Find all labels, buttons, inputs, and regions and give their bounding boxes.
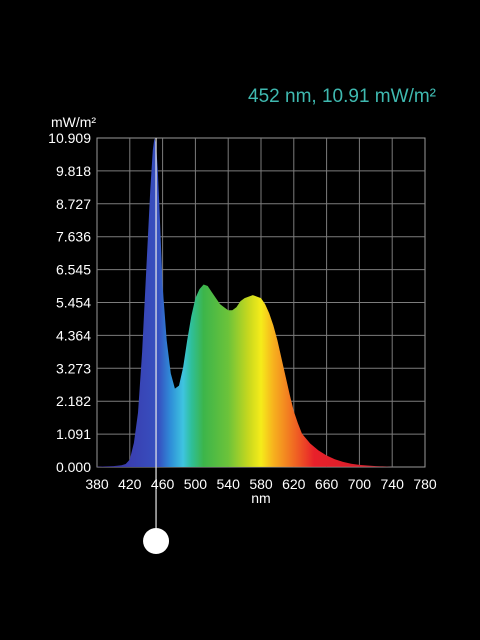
x-tick-label: 740 (381, 476, 405, 492)
x-tick-label: 620 (282, 476, 306, 492)
y-axis-label: mW/m² (51, 114, 96, 130)
cursor-readout: 452 nm, 10.91 mW/m² (248, 86, 436, 107)
x-tick-label: 380 (85, 476, 109, 492)
y-tick-label: 7.636 (56, 229, 91, 245)
x-tick-label: 420 (118, 476, 142, 492)
y-tick-label: 3.273 (56, 360, 91, 376)
y-tick-label: 6.545 (56, 262, 91, 278)
x-tick-label: 660 (315, 476, 339, 492)
x-tick-label: 460 (151, 476, 175, 492)
y-tick-label: 1.091 (56, 426, 91, 442)
x-tick-label: 780 (413, 476, 437, 492)
y-tick-label: 5.454 (56, 295, 91, 311)
x-tick-label: 540 (217, 476, 241, 492)
x-tick-label: 700 (348, 476, 372, 492)
cursor-handle (143, 528, 170, 554)
y-tick-label: 0.000 (56, 459, 91, 475)
y-tick-label: 8.727 (56, 196, 91, 212)
y-tick-label: 4.364 (56, 327, 91, 343)
y-tick-label: 10.909 (48, 130, 91, 146)
x-tick-label: 500 (184, 476, 208, 492)
y-tick-label: 2.182 (56, 393, 91, 409)
x-tick-label: 580 (249, 476, 273, 492)
x-axis-label: nm (251, 490, 270, 506)
spectrum-area (97, 138, 393, 467)
y-tick-label: 9.818 (56, 163, 91, 179)
